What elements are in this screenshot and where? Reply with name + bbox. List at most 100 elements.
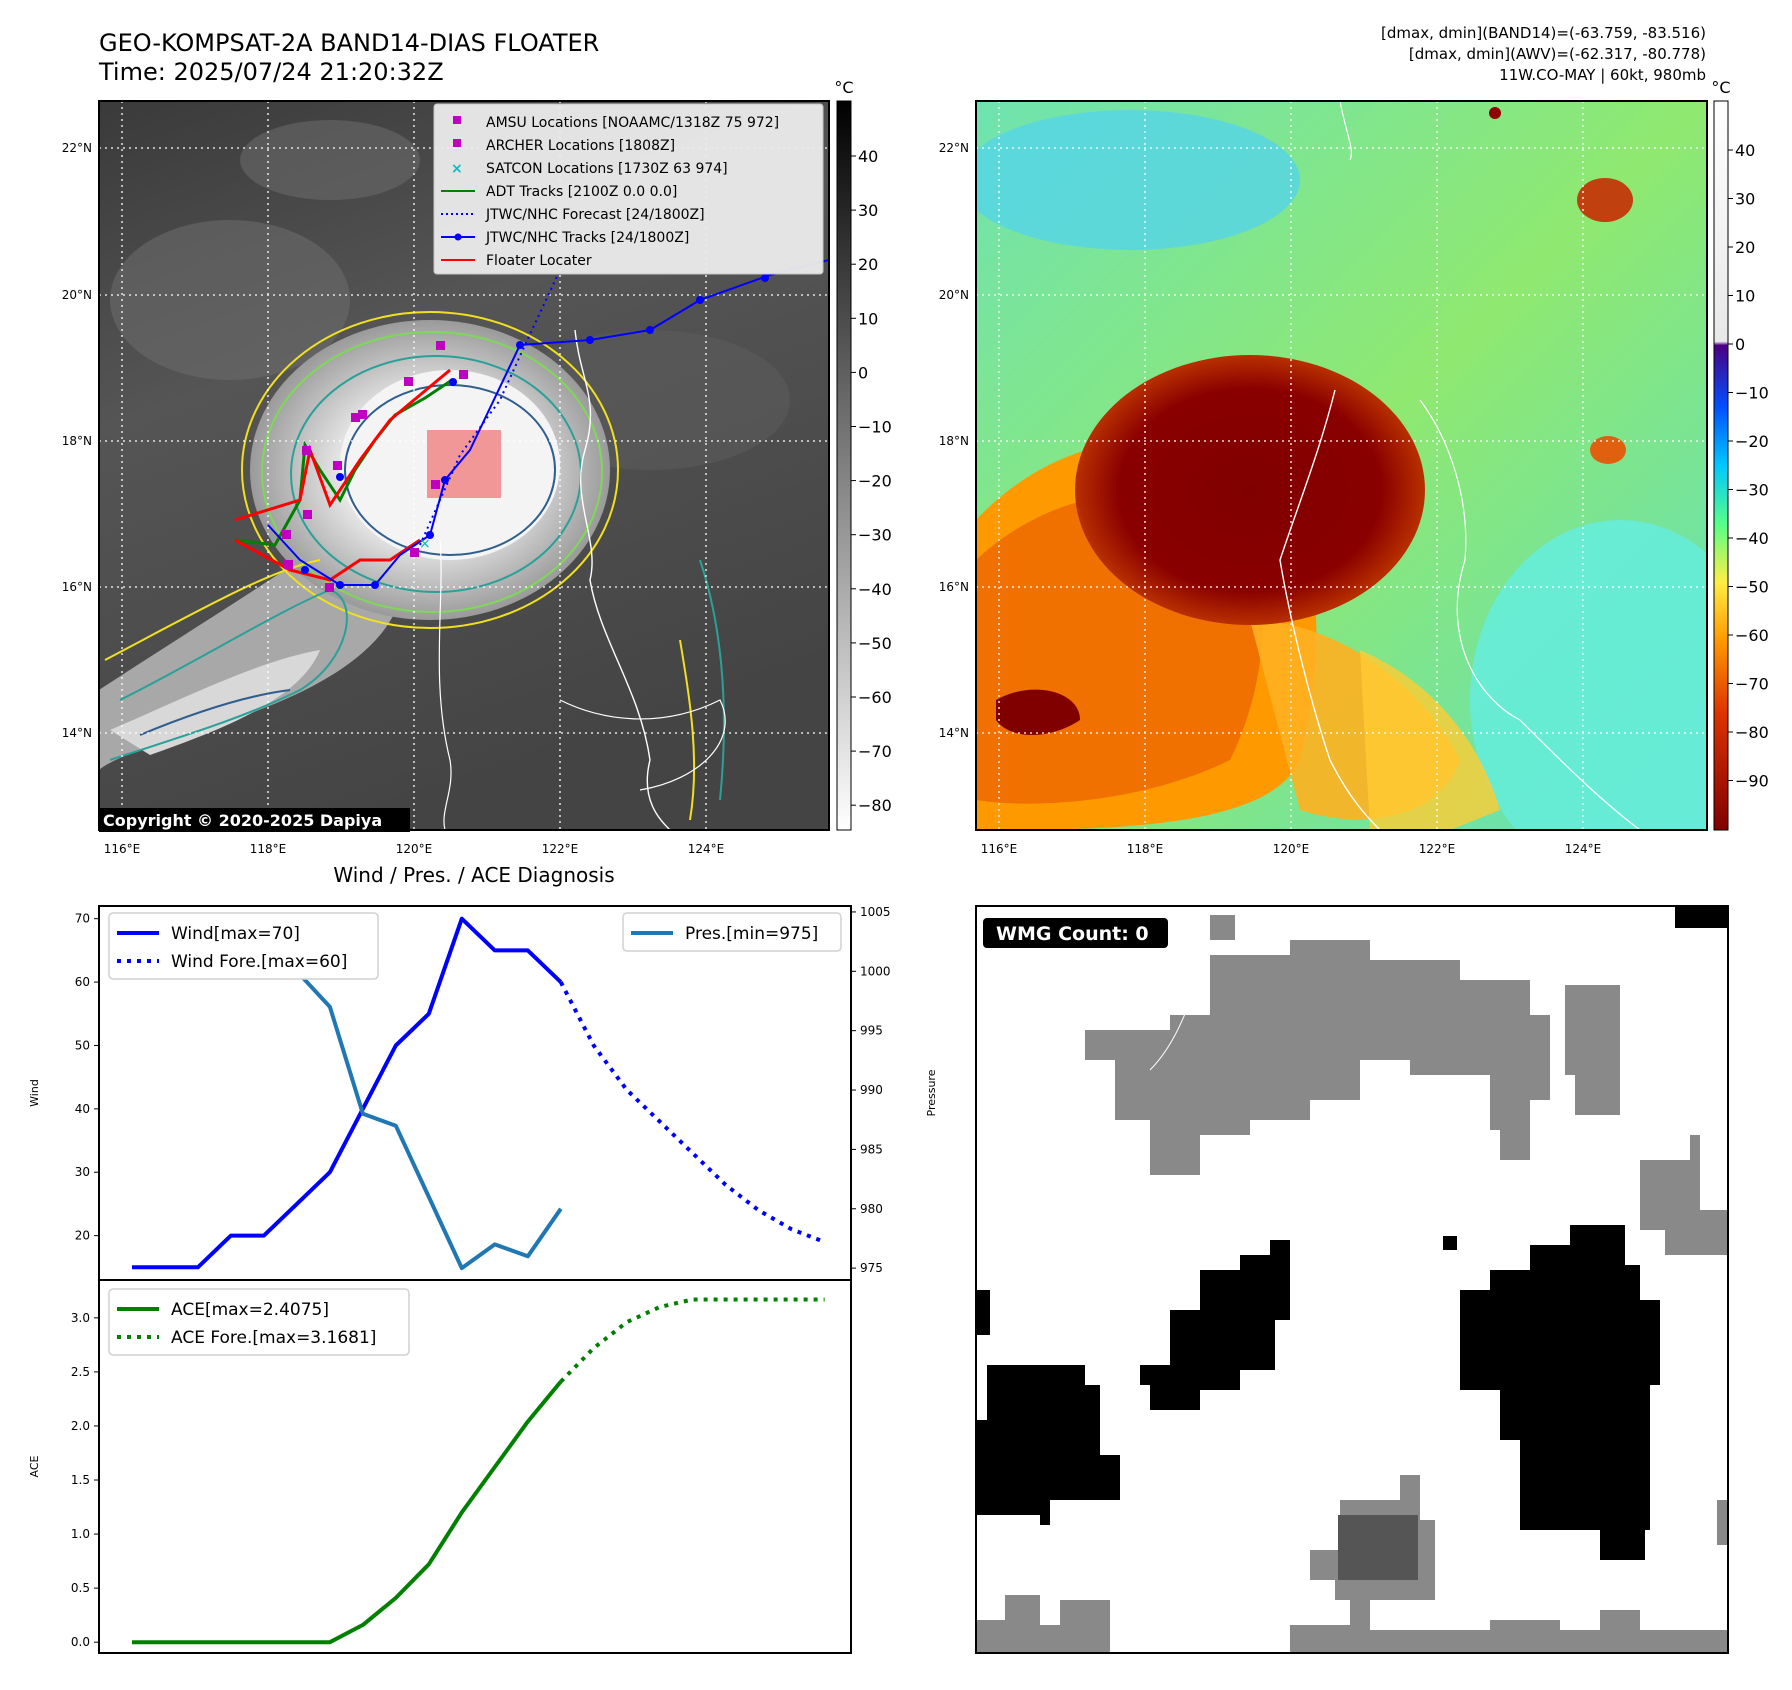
ytick-label: 70 [75, 912, 90, 926]
awv-lat-label: 18°N [939, 434, 969, 448]
ir-lat-label: 16°N [62, 580, 92, 594]
colorbar-awv-unit: °C [1711, 78, 1730, 97]
colorbar-awv-tick: 20 [1735, 238, 1755, 257]
ir-lon-label: 120°E [396, 842, 433, 856]
wmg-count-label: WMG Count: 0 [996, 923, 1149, 945]
ytick-label: 2.0 [71, 1419, 90, 1433]
info-storm: 11W.CO-MAY | 60kt, 980mb [1499, 66, 1706, 84]
colorbar-ir-tick: 20 [858, 255, 878, 274]
chart-legend-box [622, 912, 842, 952]
colorbar-ir-tick: −20 [858, 472, 892, 491]
colorbar-ir-ticks: 40 30 20 10 0 −10 −20 −30 −40 −50 −60 −70 −80 [851, 147, 892, 815]
chart-legend-label: ACE Fore.[max=3.1681] [171, 1328, 376, 1348]
awv-lat-label: 14°N [939, 726, 969, 740]
ir-map-frame [98, 100, 830, 831]
ytick-label-right: 1005 [860, 905, 891, 919]
colorbar-ir-unit: °C [834, 78, 853, 97]
y-axis-label-right: Pressure [925, 1069, 938, 1116]
awv-lon-label: 122°E [1419, 842, 1456, 856]
legend-amsu-marker [453, 116, 461, 124]
copyright-box [99, 808, 410, 832]
ytick-label: 1.0 [71, 1527, 90, 1541]
colorbar-ir-tick: 10 [858, 309, 878, 328]
colorbar-ir-tick: −40 [858, 580, 892, 599]
legend-jtwc-tracks: JTWC/NHC Tracks [24/1800Z] [485, 230, 689, 246]
colorbar-awv-tick: −50 [1735, 578, 1769, 597]
chart-legend-label: Wind Fore.[max=60] [171, 952, 347, 972]
map-tick-labels: 116°E 116°E 118°E 118°E 120°E 120°E 122°E 122°E… [62, 141, 1602, 856]
ir-lon-label: 124°E [688, 842, 725, 856]
svg-text:×: × [419, 536, 431, 552]
awv-map-panel [976, 101, 1707, 830]
ytick-label: 1.5 [71, 1473, 90, 1487]
ir-lat-label: 22°N [62, 141, 92, 155]
awv-lon-label: 118°E [1127, 842, 1164, 856]
ytick-label: 40 [75, 1102, 90, 1116]
awv-lat-label: 16°N [939, 580, 969, 594]
awv-lon-label: 116°E [981, 842, 1018, 856]
chart-legend-label: Wind[max=70] [171, 924, 300, 944]
colorbar-awv-ticks: 40 30 20 10 0 −10 −20 −30 −40 −50 −60 −70 −80 −90 [1728, 141, 1769, 791]
ytick-label-right: 985 [860, 1142, 883, 1156]
series-line [132, 916, 563, 1270]
wind-pres-chart: 20 30 40 50 60 70 Wind 975 980 985 990 995 1000 1005 P… [28, 905, 938, 1275]
colorbar-awv-tick: −80 [1735, 723, 1769, 742]
colorbar-ir-tick: −70 [858, 742, 892, 761]
colorbar-awv-tick: −10 [1735, 384, 1769, 403]
colorbar-awv-tick: −30 [1735, 481, 1769, 500]
series-line [132, 1380, 563, 1645]
colorbar-awv-tick: 30 [1735, 190, 1755, 209]
legend-jtwc-forecast: JTWC/NHC Forecast [24/1800Z] [485, 207, 705, 223]
figure-title: GEO-KOMPSAT-2A BAND14-DIAS FLOATER [99, 29, 599, 57]
ytick-label-right: 980 [860, 1202, 883, 1216]
chart-legend-box [108, 1288, 410, 1356]
colorbar-ir-tick: −60 [858, 688, 892, 707]
awv-lat-label: 22°N [939, 141, 969, 155]
map-legend: AMSU Locations [NOAAMC/1318Z 75 972] ARC… [433, 103, 824, 275]
ytick-label: 60 [75, 975, 90, 989]
ytick-label: 50 [75, 1038, 90, 1052]
ytick-label: 0.0 [71, 1635, 90, 1649]
colorbar-awv-tick: 10 [1735, 287, 1755, 306]
colorbar-awv-tick: 0 [1735, 335, 1745, 354]
colorbar-awv-tick: −20 [1735, 432, 1769, 451]
ytick-label: 20 [75, 1229, 90, 1243]
chart-legend-box [108, 912, 379, 980]
info-band14: [dmax, dmin](BAND14)=(-63.759, -83.516) [1381, 24, 1706, 42]
colorbar-awv-tick: −60 [1735, 626, 1769, 645]
ytick-label: 30 [75, 1165, 90, 1179]
legend-archer-marker [453, 139, 461, 147]
wmg-frame [975, 905, 1729, 1654]
colorbar-awv-tick: −40 [1735, 529, 1769, 548]
legend-archer: ARCHER Locations [1808Z] [486, 138, 675, 154]
awv-map-frame [975, 100, 1708, 831]
colorbar-ir-tick: −30 [858, 526, 892, 545]
colorbar-awv-tick: −70 [1735, 675, 1769, 694]
copyright-text: Copyright © 2020-2025 Dapiya [103, 811, 382, 830]
colorbar-awv-tick: 40 [1735, 141, 1755, 160]
colorbar-ir-tick: 40 [858, 147, 878, 166]
ytick-label: 0.5 [71, 1581, 90, 1595]
chart-legend-label: ACE[max=2.4075] [171, 1300, 329, 1320]
ir-lon-label: 122°E [542, 842, 579, 856]
colorbar-ir-tick: −10 [858, 418, 892, 437]
figure-time: Time: 2025/07/24 21:20:32Z [98, 58, 444, 86]
ytick-label: 2.5 [71, 1365, 90, 1379]
colorbar-ir-tick: −80 [858, 796, 892, 815]
ytick-label-right: 1000 [860, 964, 891, 978]
chart-legend-label: Pres.[min=975] [685, 924, 818, 944]
y-axis-label: ACE [28, 1455, 41, 1477]
awv-lat-label: 20°N [939, 288, 969, 302]
ir-lat-label: 14°N [62, 726, 92, 740]
legend-jtwc-tracks-dot [454, 233, 462, 241]
ir-lon-label: 118°E [250, 842, 287, 856]
ir-lon-label: 116°E [104, 842, 141, 856]
legend-satcon: SATCON Locations [1730Z 63 974] [486, 161, 728, 177]
ace-chart: 0.0 0.5 1.0 1.5 2.0 2.5 3.0 ACE ACE[max=2.4075] A… [28, 1288, 825, 1649]
colorbar-ir-tick: 30 [858, 201, 878, 220]
wmg-panel [976, 906, 1728, 1653]
colorbar-ir [836, 100, 852, 831]
info-awv: [dmax, dmin](AWV)=(-62.317, -80.778) [1409, 45, 1706, 63]
colorbar-awv-tick: −90 [1735, 772, 1769, 791]
